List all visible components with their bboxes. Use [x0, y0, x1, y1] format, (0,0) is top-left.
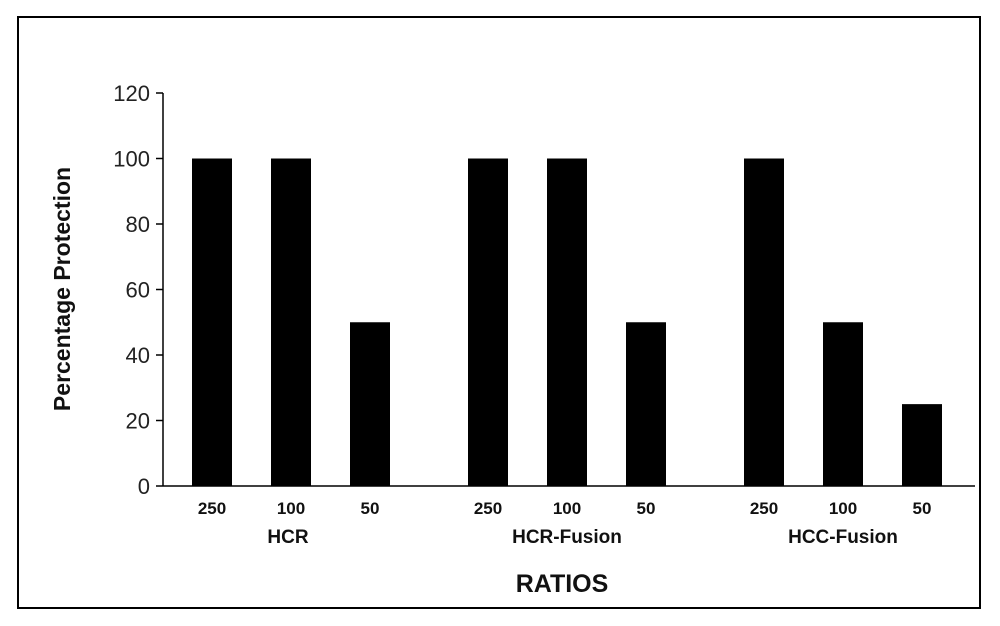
x-tick-label: 50: [637, 499, 656, 518]
group-label: HCR: [267, 527, 308, 548]
y-tick-label: 20: [126, 409, 150, 434]
y-tick-label: 120: [113, 81, 150, 106]
y-tick-label: 60: [126, 278, 150, 303]
bar: [350, 322, 390, 486]
bar: [902, 404, 942, 486]
bar: [744, 158, 784, 486]
y-axis-ticks: 0 20 40 60 80 100 120: [113, 81, 163, 499]
x-axis-title: RATIOS: [516, 570, 609, 598]
y-tick-label: 0: [138, 474, 150, 499]
x-axis-ticks: 250 100 50 HCR 250 100 50 HCR-Fusion 250 100 50 HCC…: [198, 499, 932, 548]
group-label: HCR-Fusion: [512, 527, 622, 548]
bar: [626, 322, 666, 486]
y-axis-title: Percentage Protection: [49, 167, 75, 411]
x-tick-label: 50: [361, 499, 380, 518]
x-tick-label: 100: [829, 499, 857, 518]
bar: [547, 158, 587, 486]
bar: [271, 158, 311, 486]
x-tick-label: 250: [750, 499, 778, 518]
bar: [468, 158, 508, 486]
y-tick-label: 80: [126, 212, 150, 237]
x-tick-label: 50: [913, 499, 932, 518]
group-label: HCC-Fusion: [788, 527, 898, 548]
y-tick-label: 40: [126, 343, 150, 368]
x-tick-label: 100: [277, 499, 305, 518]
x-tick-label: 100: [553, 499, 581, 518]
y-tick-label: 100: [113, 147, 150, 172]
bars: [192, 158, 942, 486]
x-tick-label: 250: [198, 499, 226, 518]
bar: [823, 322, 863, 486]
x-tick-label: 250: [474, 499, 502, 518]
bar: [192, 158, 232, 486]
